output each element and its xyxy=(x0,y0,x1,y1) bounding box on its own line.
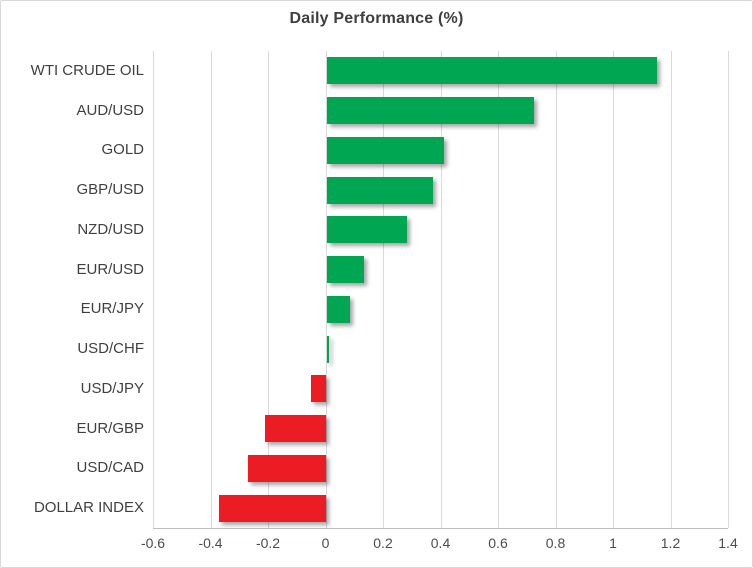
category-label-gold: GOLD xyxy=(101,141,144,159)
x-tick-label--0.4: -0.4 xyxy=(198,535,223,551)
gridline-x--0.6 xyxy=(153,51,154,528)
x-tick-label-0: 0 xyxy=(321,535,330,551)
bar-gold xyxy=(326,136,445,164)
chart-title: Daily Performance (%) xyxy=(289,10,464,27)
bar-nzd-usd xyxy=(326,216,407,244)
bar-wti-crude-oil xyxy=(326,57,658,85)
plot-area xyxy=(153,51,729,529)
category-label-wti-crude-oil: WTI CRUDE OIL xyxy=(30,61,144,79)
category-label-gbp-usd: GBP/USD xyxy=(76,181,144,199)
gridline-x-1 xyxy=(613,51,614,528)
gridline-x--0.2 xyxy=(268,51,269,528)
x-tick-label-1.4: 1.4 xyxy=(718,535,738,551)
gridline-x-1.2 xyxy=(670,51,672,528)
bar-gbp-usd xyxy=(326,176,433,204)
gridline-x-1.4 xyxy=(728,51,729,528)
bar-aud-usd xyxy=(326,97,534,125)
gridline-x-0.6 xyxy=(498,51,499,528)
bar-usd-jpy xyxy=(311,375,326,403)
x-tick-label-0.4: 0.4 xyxy=(430,535,451,551)
category-label-nzd-usd: NZD/USD xyxy=(77,220,144,238)
gridline-x-0.4 xyxy=(440,51,442,528)
category-label-eur-gbp: EUR/GBP xyxy=(76,419,144,437)
bar-usd-chf xyxy=(326,335,330,363)
bar-dollar-index xyxy=(219,494,326,522)
x-tick-label--0.6: -0.6 xyxy=(140,535,166,551)
x-tick-label-0.8: 0.8 xyxy=(545,535,566,551)
gridline-x-0 xyxy=(325,51,327,528)
value-axis: -0.6 -0.4 -0.2 0 0.2 0.4 0.6 0.8 1 1.2 1.4 xyxy=(141,535,738,557)
bar-eur-gbp xyxy=(265,415,326,443)
gridline-x-0.2 xyxy=(383,51,384,528)
x-tick-label-1: 1 xyxy=(609,535,617,551)
category-label-eur-usd: EUR/USD xyxy=(76,260,144,278)
gridline-x-0.8 xyxy=(555,51,557,528)
category-label-aud-usd: AUD/USD xyxy=(76,101,144,119)
x-tick-label-0.2: 0.2 xyxy=(373,535,393,551)
x-tick-label-0.6: 0.6 xyxy=(488,535,508,551)
gridline-x--0.4 xyxy=(210,51,212,528)
bar-eur-jpy xyxy=(326,295,350,323)
category-label-usd-jpy: USD/JPY xyxy=(80,379,144,397)
category-label-usd-cad: USD/CAD xyxy=(76,459,144,477)
category-label-dollar-index: DOLLAR INDEX xyxy=(33,499,144,517)
bar-eur-usd xyxy=(326,256,364,284)
category-label-eur-jpy: EUR/JPY xyxy=(80,300,144,318)
category-axis: WTI CRUDE OIL AUD/USD GOLD GBP/USD NZD/USD EU… xyxy=(1,51,144,528)
bar-usd-cad xyxy=(247,454,326,482)
x-tick-label-1.2: 1.2 xyxy=(660,535,681,551)
x-tick-label--0.2: -0.2 xyxy=(255,535,281,551)
category-label-usd-chf: USD/CHF xyxy=(77,340,144,358)
